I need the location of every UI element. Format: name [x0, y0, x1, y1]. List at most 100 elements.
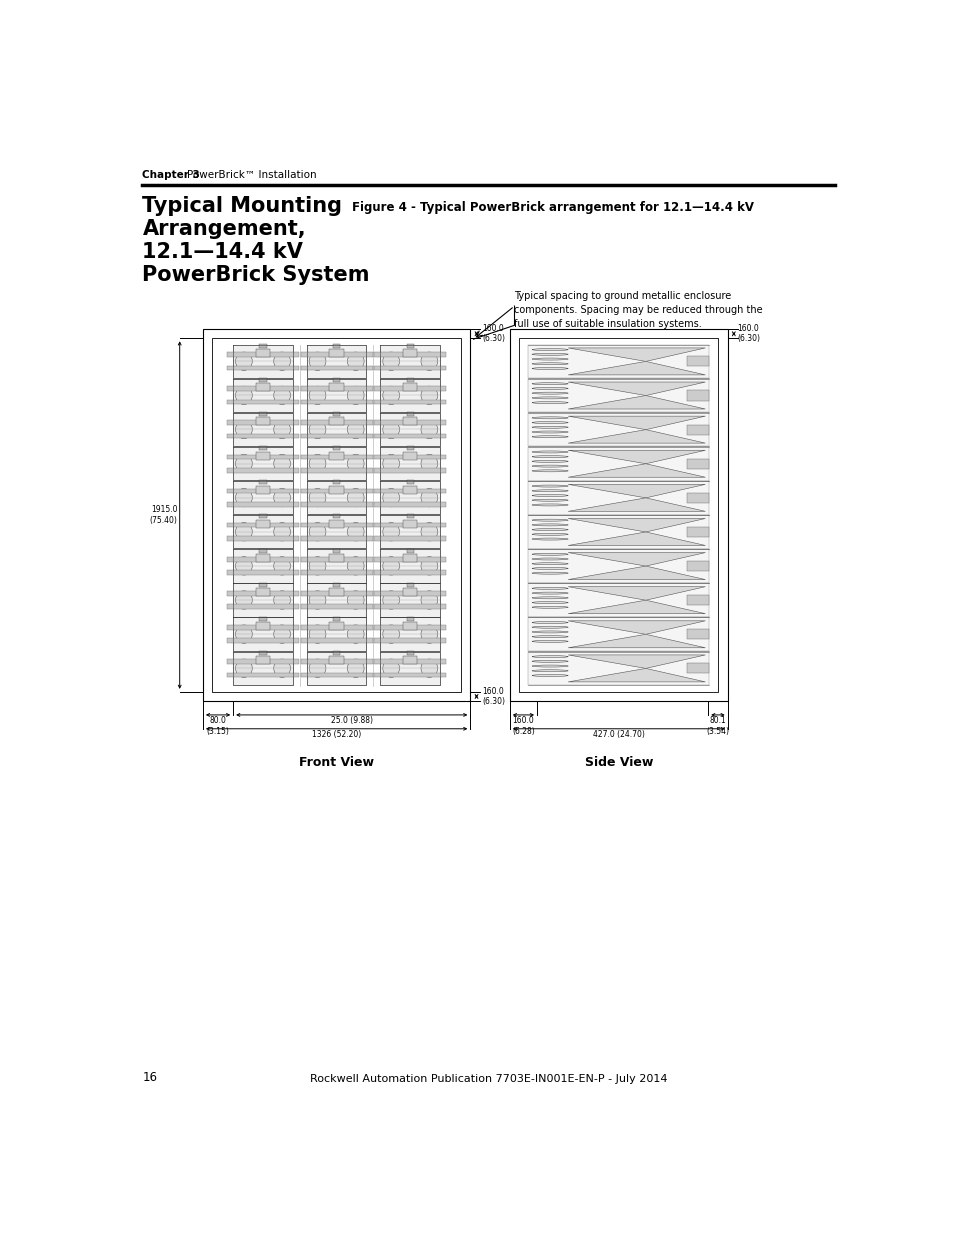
Bar: [374, 571, 446, 574]
Bar: [259, 343, 266, 348]
Bar: [255, 383, 270, 391]
Bar: [227, 625, 298, 630]
Bar: [374, 454, 446, 459]
Bar: [374, 501, 446, 506]
Bar: [374, 468, 446, 473]
Bar: [255, 553, 270, 562]
Bar: [380, 583, 439, 616]
Bar: [374, 420, 446, 425]
Bar: [233, 447, 293, 480]
Ellipse shape: [532, 358, 568, 361]
Text: 160.0
(6.30): 160.0 (6.30): [481, 687, 504, 706]
Ellipse shape: [235, 352, 252, 370]
Ellipse shape: [382, 489, 399, 506]
Ellipse shape: [235, 489, 252, 506]
Ellipse shape: [532, 431, 568, 433]
Polygon shape: [568, 348, 704, 362]
Bar: [406, 412, 414, 416]
Ellipse shape: [382, 352, 399, 370]
Polygon shape: [568, 451, 704, 464]
Bar: [329, 622, 343, 630]
Ellipse shape: [420, 420, 437, 438]
Ellipse shape: [309, 352, 326, 370]
Ellipse shape: [347, 489, 364, 506]
Bar: [403, 553, 417, 562]
Ellipse shape: [235, 454, 252, 473]
Bar: [528, 550, 708, 583]
Bar: [518, 338, 718, 692]
Polygon shape: [568, 668, 704, 682]
Bar: [307, 618, 366, 651]
Bar: [307, 345, 366, 378]
Ellipse shape: [532, 558, 568, 559]
Bar: [300, 571, 373, 574]
Ellipse shape: [347, 625, 364, 643]
Bar: [255, 622, 270, 630]
Bar: [380, 652, 439, 685]
Bar: [329, 553, 343, 562]
Bar: [233, 412, 293, 446]
Bar: [406, 446, 414, 451]
Ellipse shape: [532, 368, 568, 369]
Text: Figure 4 - Typical PowerBrick arrangement for 12.1—14.4 kV: Figure 4 - Typical PowerBrick arrangemen…: [352, 200, 753, 214]
Bar: [333, 480, 340, 484]
Bar: [528, 447, 708, 480]
Bar: [227, 489, 298, 493]
Polygon shape: [568, 430, 704, 443]
Text: Typical spacing to ground metallic enclosure
components. Spacing may be reduced : Typical spacing to ground metallic enclo…: [514, 290, 762, 329]
Ellipse shape: [382, 454, 399, 473]
Bar: [403, 417, 417, 425]
Bar: [255, 485, 270, 494]
Bar: [227, 659, 298, 664]
Bar: [300, 536, 373, 541]
Ellipse shape: [235, 659, 252, 677]
Bar: [212, 338, 460, 692]
Ellipse shape: [347, 659, 364, 677]
Bar: [686, 458, 708, 469]
Bar: [259, 446, 266, 451]
Bar: [300, 489, 373, 493]
Bar: [259, 378, 266, 382]
Polygon shape: [568, 362, 704, 375]
Bar: [300, 501, 373, 506]
Ellipse shape: [532, 348, 568, 351]
Ellipse shape: [274, 557, 290, 576]
Bar: [528, 379, 708, 412]
Bar: [333, 343, 340, 348]
Ellipse shape: [532, 494, 568, 496]
Ellipse shape: [274, 420, 290, 438]
Polygon shape: [568, 532, 704, 546]
Ellipse shape: [420, 352, 437, 370]
Ellipse shape: [532, 631, 568, 634]
Ellipse shape: [382, 625, 399, 643]
Ellipse shape: [420, 659, 437, 677]
Polygon shape: [568, 382, 704, 395]
Polygon shape: [568, 655, 704, 668]
Ellipse shape: [532, 490, 568, 492]
Bar: [227, 604, 298, 609]
Bar: [227, 522, 298, 527]
Ellipse shape: [532, 553, 568, 556]
Ellipse shape: [532, 504, 568, 506]
Bar: [403, 588, 417, 597]
Bar: [307, 412, 366, 446]
Bar: [259, 583, 266, 587]
Text: 25.0 (9.88): 25.0 (9.88): [331, 716, 373, 725]
Bar: [227, 400, 298, 404]
Bar: [380, 515, 439, 548]
Bar: [300, 604, 373, 609]
Bar: [329, 350, 343, 357]
Bar: [528, 412, 708, 447]
Ellipse shape: [420, 387, 437, 405]
Bar: [406, 616, 414, 621]
Bar: [403, 383, 417, 391]
Ellipse shape: [532, 606, 568, 609]
Bar: [300, 592, 373, 595]
Bar: [686, 663, 708, 673]
Bar: [233, 583, 293, 616]
Bar: [329, 383, 343, 391]
Bar: [300, 673, 373, 677]
Ellipse shape: [274, 454, 290, 473]
Ellipse shape: [235, 522, 252, 541]
Bar: [509, 330, 727, 701]
